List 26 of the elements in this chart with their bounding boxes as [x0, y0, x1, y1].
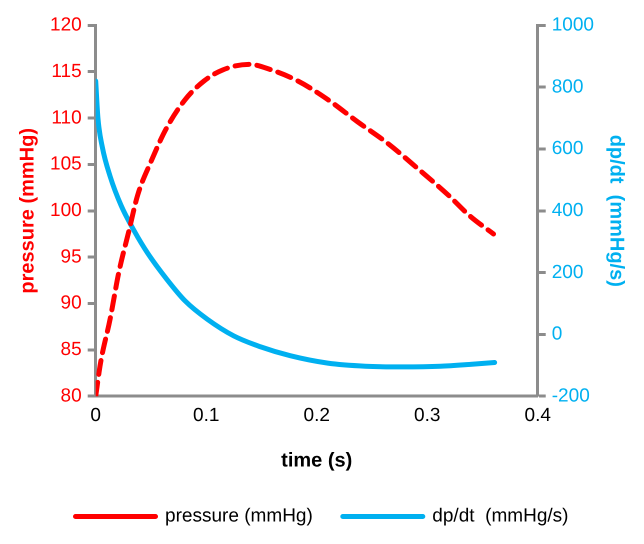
y-tick-label: 85 — [60, 339, 82, 360]
y-tick-label: 90 — [60, 292, 82, 314]
y-tick-label: 105 — [50, 154, 82, 175]
x-tick-label: 0.3 — [414, 404, 440, 426]
x-tick-label: 0.2 — [304, 404, 330, 426]
y-axis-title: pressure (mmHg) — [16, 128, 39, 294]
y2-tick-label: -200 — [552, 385, 590, 406]
x-axis-title: time (s) — [281, 450, 352, 472]
x-tick-label: 0.1 — [193, 404, 220, 426]
y2-tick-label: 200 — [552, 262, 584, 283]
y2-tick-label: 0 — [552, 324, 562, 345]
y2-axis-title: dp/dt (mmHg/s) — [605, 134, 628, 287]
y-tick-label: 110 — [51, 107, 82, 128]
y-tick-label: 80 — [60, 385, 82, 406]
legend-label: pressure (mmHg) — [165, 506, 313, 527]
legend-label: dp/dt (mmHg/s) — [432, 506, 569, 527]
y-tick-label: 115 — [51, 60, 82, 82]
y-tick-label: 120 — [50, 14, 82, 36]
y2-tick-label: 600 — [552, 138, 584, 160]
y2-tick-label: 400 — [552, 200, 584, 222]
y-tick-label: 95 — [60, 246, 82, 268]
x-tick-label: 0.4 — [524, 404, 552, 426]
y2-tick-label: 800 — [552, 76, 584, 98]
y2-tick-label: 1000 — [552, 14, 594, 36]
y-tick-label: 100 — [50, 200, 82, 222]
x-tick-label: 0 — [90, 404, 101, 426]
